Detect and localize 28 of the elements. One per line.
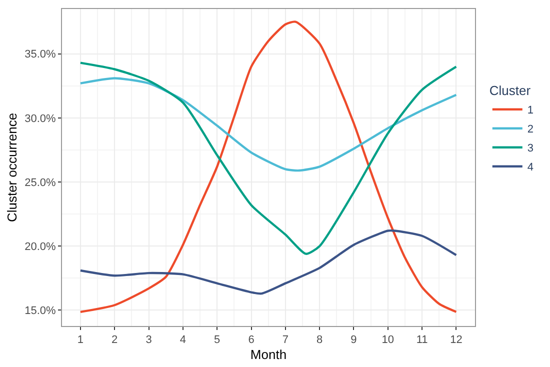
x-tick-label: 9: [350, 334, 357, 346]
x-tick-label: 5: [214, 334, 220, 346]
legend-label: 2: [527, 124, 534, 136]
x-tick-label: 1: [77, 334, 84, 346]
x-tick-label: 8: [316, 334, 323, 346]
y-tick-label: 15.0%: [24, 305, 56, 318]
line-series: [79, 77, 458, 172]
x-tick-label: 4: [180, 334, 186, 346]
legend-label: 3: [527, 142, 534, 155]
line-series: [79, 20, 458, 313]
line-series: [79, 62, 458, 255]
x-tick-label: 12: [450, 334, 462, 346]
x-tick-label: 7: [282, 334, 288, 346]
y-tick-label: 25.0%: [24, 176, 56, 189]
x-tick-label: 11: [416, 334, 428, 346]
x-tick-label: 2: [112, 334, 118, 346]
y-tick-label: 30.0%: [24, 112, 56, 125]
y-tick-label: 35.0%: [24, 48, 56, 61]
line-series: [79, 229, 458, 295]
x-axis-title: Month: [250, 346, 287, 362]
legend-label: 1: [527, 104, 534, 117]
x-tick-label: 6: [248, 334, 254, 346]
y-tick-label: 20.0%: [24, 240, 56, 253]
x-tick-label: 10: [382, 334, 394, 346]
x-tick-label: 3: [146, 334, 152, 346]
legend-label: 4: [527, 162, 534, 174]
y-axis-title: Cluster occurrence: [4, 112, 20, 222]
legend-title: Cluster: [489, 82, 532, 98]
